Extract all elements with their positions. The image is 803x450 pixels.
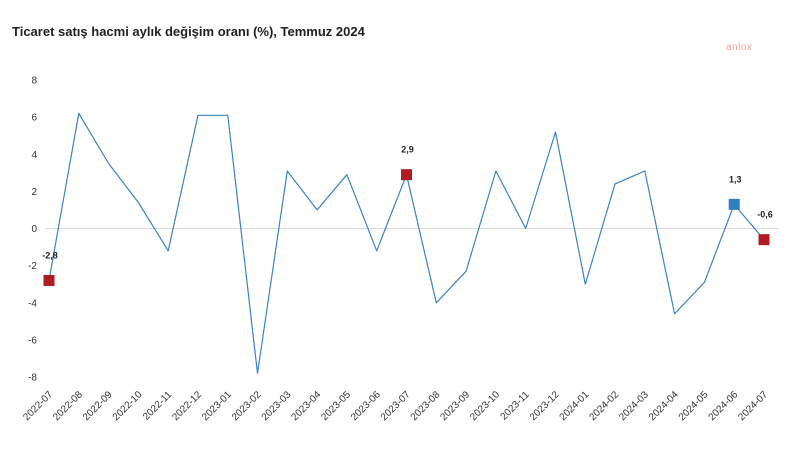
data-point-marker [758,234,770,246]
x-tick-label: 2023-05 [319,389,353,423]
x-tick-label: 2023-07 [379,389,413,423]
data-label: 2,9 [401,145,414,155]
y-tick-label: -2 [28,261,37,272]
data-point-marker [401,169,412,181]
data-point-marker [728,198,740,210]
x-tick-label: 2024-06 [707,389,741,423]
x-tick-label: 2024-05 [677,389,711,423]
data-point-marker [43,274,55,286]
x-tick-label: 2023-01 [200,389,234,423]
x-tick-label: 2023-09 [438,389,472,423]
x-tick-label: 2024-03 [617,389,651,423]
x-tick-label: 2023-08 [409,389,443,423]
x-tick-label: 2024-01 [558,389,592,423]
y-tick-label: 2 [31,187,37,198]
x-tick-label: 2022-11 [141,389,175,423]
data-label: -0,6 [757,210,773,220]
y-tick-label: 4 [31,150,37,161]
data-label: 1,3 [729,174,742,184]
x-tick-label: 2023-12 [528,389,562,423]
y-tick-label: 8 [31,76,37,87]
chart-title: Ticaret satış hacmi aylık değişim oranı … [12,24,365,39]
x-tick-label: 2024-07 [736,389,770,423]
x-tick-label: 2023-11 [499,389,533,423]
x-tick-label: 2023-10 [468,389,502,423]
x-tick-label: 2022-08 [51,389,85,423]
y-tick-label: 6 [31,113,37,124]
x-tick-label: 2022-09 [81,389,115,423]
x-tick-label: 2024-02 [587,389,621,423]
x-tick-label: 2022-12 [170,389,204,423]
watermark-logo: anlox [726,42,753,53]
y-tick-label: 0 [31,224,37,235]
x-tick-label: 2023-04 [290,389,324,423]
x-tick-label: 2022-07 [21,389,55,423]
x-tick-label: 2023-02 [230,389,264,423]
x-tick-label: 2023-06 [349,389,383,423]
y-tick-label: -8 [28,373,37,384]
x-tick-label: 2023-03 [260,389,294,423]
data-label: -2,8 [42,250,58,260]
x-tick-label: 2024-04 [647,389,681,423]
x-tick-label: 2022-10 [111,389,145,423]
y-tick-label: -6 [28,335,37,346]
y-tick-label: -4 [28,298,37,309]
